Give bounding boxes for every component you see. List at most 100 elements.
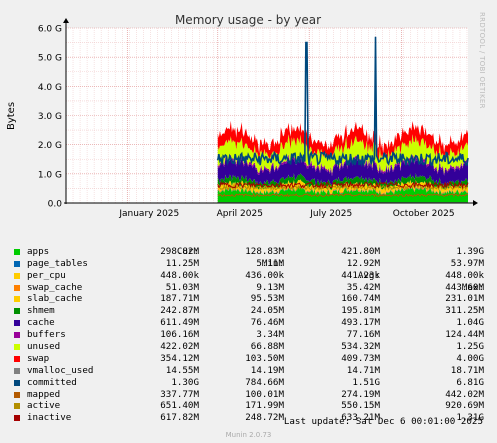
line-committed [216,36,469,168]
legend-max: 1.31G [456,412,484,424]
y-tick-label: 6.0 G [38,25,62,35]
area-cache [217,155,468,187]
legend-max: 231.01M [445,293,484,305]
area-unused [217,134,468,175]
x-tick-label: April 2025 [217,209,263,219]
legend-avg: 274.19M [341,388,380,400]
legend-avg: 1.51G [352,376,380,388]
legend-row: cache 611.49M 76.46M 493.17M 1.04G [14,317,484,329]
axes [63,18,478,206]
legend-row: active 651.40M 171.99M 550.15M 920.69M [14,400,484,412]
y-tick-label: 3.0 G [38,112,62,122]
legend-max: 920.69M [445,400,484,412]
legend-max: 442.02M [445,388,484,400]
legend-min: 14.19M [250,364,284,376]
legend-swatch [14,308,20,315]
x-tick-label: January 2025 [118,209,179,219]
legend-swatch [14,367,20,374]
legend-swatch [14,379,20,386]
legend-header: Cur: Min: Avg: Max: [14,234,484,293]
legend-avg: 550.15M [341,400,380,412]
legend-swatch [14,320,20,327]
legend-cur: 106.16M [160,329,199,341]
legend-min: 95.53M [250,293,284,305]
legend-min: 784.66M [245,376,284,388]
legend-swatch [14,296,20,303]
legend-series-name: swap [27,352,50,364]
munin-version: Munin 2.0.73 [225,431,272,439]
legend-avg: 195.81M [341,305,380,317]
x-axis-arrow [473,200,478,206]
legend-row: slab_cache 187.71M 95.53M 160.74M 231.01M [14,293,484,305]
legend-series-name: shmem [27,305,55,317]
y-tick-label: 2.0 G [38,141,62,151]
legend-cur: 611.49M [160,317,199,329]
legend-avg: 77.16M [346,329,380,341]
legend: Cur: Min: Avg: Max: apps 298.82M 128.83M 42… [14,234,484,424]
legend-row: unused 422.02M 66.88M 534.32M 1.25G [14,341,484,353]
legend-min: 100.01M [245,388,284,400]
legend-avg: 633.21M [341,412,380,424]
legend-min: 3.34M [256,329,284,341]
legend-series-name: buffers [27,329,66,341]
legend-max: 448.00k [445,269,484,281]
legend-cur: 422.02M [160,341,199,353]
legend-header-min: Min: [261,257,284,269]
legend-max: 124.44M [445,329,484,341]
rrdtool-credit: RRDTOOL / TOBI OETIKER [478,12,486,109]
legend-avg: 35.42M [346,281,380,293]
legend-series-name: active [27,400,61,412]
legend-min: 24.05M [250,305,284,317]
legend-cur: 51.03M [165,281,199,293]
legend-min: 5.11M [256,257,284,269]
line-mapped [217,192,469,198]
legend-swatch [14,391,20,398]
legend-row: buffers 106.16M 3.34M 77.16M 124.44M [14,329,484,341]
legend-cur: 651.40M [160,400,199,412]
line-inactive [217,180,469,190]
memory-chart: 0.0 1.0 G 2.0 G 3.0 G 4.0 G 5.0 G 6.0 G Januar… [6,13,478,219]
legend-cur: 187.71M [160,293,199,305]
legend-max: 4.00G [456,352,484,364]
y-tick-label: 5.0 G [38,54,62,64]
y-axis-arrow [63,18,69,23]
legend-min: 248.72M [245,412,284,424]
legend-swatch [14,355,20,362]
legend-row: swap_cache 51.03M 9.13M 35.42M 443.60M [14,282,484,294]
legend-header-cur: Cur: [176,245,199,257]
legend-avg: 493.17M [341,317,380,329]
legend-cur: 448.00k [160,269,199,281]
legend-series-name: swap_cache [27,281,83,293]
legend-avg: 14.71M [346,364,380,376]
legend-avg: 534.32M [341,341,380,353]
legend-swatch [14,332,20,339]
x-tick-label: July 2025 [309,209,352,219]
legend-row: inactive 617.82M 248.72M 633.21M 1.31G [14,412,484,424]
legend-avg: 12.92M [346,257,380,269]
y-tick-label: 1.0 G [38,170,62,180]
legend-series-name: committed [27,376,77,388]
legend-header-max: Max: [461,281,484,293]
legend-avg: 421.80M [341,245,380,257]
legend-swatch [14,415,20,422]
legend-row: mapped 337.77M 100.01M 274.19M 442.02M [14,389,484,401]
legend-series-name: page_tables [27,257,88,269]
legend-series-name: mapped [27,388,61,400]
legend-max: 18.71M [450,364,484,376]
legend-min: 171.99M [245,400,284,412]
legend-series-name: slab_cache [27,293,83,305]
last-update: Last update: Sat Dec 6 00:01:00 2025 [283,416,483,427]
chart-title: Memory usage - by year [175,13,321,27]
legend-swatch [14,344,20,351]
legend-row: apps 298.82M 128.83M 421.80M 1.39G [14,246,484,258]
legend-max: 53.97M [450,257,484,269]
legend-swatch [14,248,20,255]
legend-series-name: inactive [27,412,72,424]
legend-rows: apps 298.82M 128.83M 421.80M 1.39G page_table… [14,246,484,424]
legend-swatch [14,403,20,410]
legend-min: 66.88M [250,341,284,353]
legend-series-name: apps [27,245,50,257]
legend-avg: 409.73M [341,352,380,364]
area-shmem [217,173,468,190]
legend-swatch [14,284,20,291]
